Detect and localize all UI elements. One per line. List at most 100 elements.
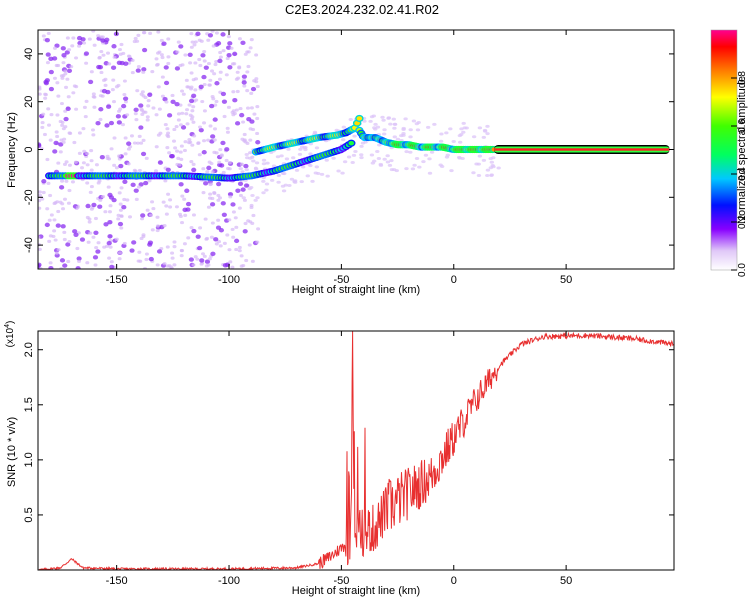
spectrogram-noise-cell bbox=[88, 190, 93, 194]
spectrogram-noise-cell bbox=[224, 147, 230, 152]
spectrogram-noise-cell bbox=[201, 167, 206, 171]
spectrogram-noise-cell bbox=[115, 114, 121, 119]
spectrogram-halo-cell bbox=[375, 125, 381, 129]
spectrogram-halo-cell bbox=[401, 132, 406, 136]
spectrogram-noise-cell bbox=[64, 85, 69, 89]
spectrogram-noise-cell bbox=[130, 182, 136, 188]
spectrogram-noise-cell bbox=[62, 162, 67, 167]
spectrogram-noise-cell bbox=[216, 218, 221, 222]
spectrogram-noise-cell bbox=[208, 78, 213, 82]
spectrogram-halo-cell bbox=[381, 118, 386, 122]
spectrogram-noise-cell bbox=[242, 229, 248, 234]
spectrogram-noise-cell bbox=[216, 198, 221, 202]
spectrogram-noise-cell bbox=[92, 43, 97, 47]
colorbar-ticks: 0.0 0.2 0.4 0.6 0.8 bbox=[731, 71, 748, 277]
spectrogram-noise-cell bbox=[208, 124, 213, 128]
spectrogram-halo-cell bbox=[331, 156, 336, 160]
spectrogram-noise-cell bbox=[66, 201, 71, 205]
spectrogram-noise-cell bbox=[234, 225, 239, 229]
spectrogram-halo-cell bbox=[350, 160, 355, 164]
spectrogram-noise-cell bbox=[191, 93, 197, 98]
spectrogram-noise-cell bbox=[237, 249, 242, 253]
spectrogram-noise-cell bbox=[55, 113, 60, 117]
spectrogram-noise-cell bbox=[65, 106, 71, 111]
spectrogram-noise-cell bbox=[168, 198, 173, 202]
spectrogram-noise-cell bbox=[72, 140, 77, 145]
spectrogram-noise-cell bbox=[176, 112, 181, 116]
spectrogram-noise-cell bbox=[41, 179, 47, 184]
spectrogram-noise-cell bbox=[255, 105, 260, 109]
spectrogram-halo-cell bbox=[287, 184, 292, 188]
spectrogram-noise-cell bbox=[103, 222, 109, 227]
ridge-high-cell bbox=[356, 116, 363, 121]
spectrogram-noise-cell bbox=[245, 70, 250, 74]
spectrogram-noise-cell bbox=[185, 85, 190, 89]
spectrogram-noise-cell bbox=[250, 259, 255, 263]
spectrogram-halo-cell bbox=[476, 173, 482, 177]
spectrogram-noise-cell bbox=[96, 34, 101, 38]
spectrogram-noise-cell bbox=[140, 112, 145, 116]
spectrogram-noise-cell bbox=[234, 121, 241, 126]
spectrogram-halo-cell bbox=[310, 179, 315, 183]
spectrogram-noise-cell bbox=[213, 237, 219, 242]
spectrogram-noise-cell bbox=[109, 260, 114, 264]
spectrogram-halo-cell bbox=[411, 119, 417, 123]
spectrogram-noise-cell bbox=[165, 245, 170, 249]
spectrogram-noise-cell bbox=[202, 139, 207, 143]
spectrogram-noise-cell bbox=[100, 38, 106, 43]
spectrogram-noise-cell bbox=[163, 65, 169, 70]
spectrogram-ytick-label: -20 bbox=[23, 189, 35, 205]
spectrogram-noise-cell bbox=[182, 242, 187, 246]
spectrogram-noise-cell bbox=[178, 182, 184, 187]
spectrogram-noise-cell bbox=[139, 107, 144, 111]
spectrogram-noise-cell bbox=[227, 218, 232, 222]
spectrogram-noise-cell bbox=[195, 257, 200, 261]
spectrogram-noise-cell bbox=[206, 165, 212, 171]
spectrogram-noise-cell bbox=[222, 241, 227, 245]
spectrogram-noise-cell bbox=[192, 134, 197, 138]
spectrogram-noise-cell bbox=[138, 182, 144, 187]
snr-xtick-label: -100 bbox=[218, 575, 240, 587]
spectrogram-noise-cell bbox=[192, 43, 197, 47]
spectrogram-noise-cell bbox=[182, 148, 187, 153]
spectrogram-noise-cell bbox=[186, 236, 191, 240]
spectrogram-halo-cell bbox=[382, 128, 387, 132]
spectrogram-noise-cell bbox=[92, 95, 97, 99]
spectrogram-noise-cell bbox=[191, 228, 197, 234]
colorbar: 0.0 0.2 0.4 0.6 0.8 Normalized spectral ampl… bbox=[710, 29, 748, 277]
spectrogram-noise-cell bbox=[38, 193, 43, 197]
spectrogram-noise-cell bbox=[240, 170, 245, 174]
spectrogram-noise-cell bbox=[203, 65, 209, 70]
spectrogram-halo-cell bbox=[261, 179, 266, 183]
spectrogram-noise-cell bbox=[234, 77, 239, 81]
spectrogram-noise-cell bbox=[228, 195, 233, 199]
spectrogram-noise-cell bbox=[237, 245, 242, 250]
spectrogram-halo-cell bbox=[389, 159, 394, 163]
spectrogram-noise-cell bbox=[231, 109, 236, 113]
spectrogram-noise-cell bbox=[248, 127, 253, 131]
spectrogram-noise-cell bbox=[256, 227, 261, 231]
spectrogram-halo-cell bbox=[408, 150, 413, 154]
spectrogram-noise-cell bbox=[61, 207, 66, 211]
spectrogram-noise-cell bbox=[161, 200, 166, 204]
snr-ytick-label: 0.5 bbox=[23, 507, 35, 522]
spectrogram-noise-cell bbox=[59, 258, 66, 263]
spectrogram-noise-cell bbox=[180, 220, 185, 225]
spectrogram-noise-cell bbox=[133, 188, 139, 193]
spectrogram-noise-cell bbox=[89, 168, 94, 172]
spectrogram-noise-cell bbox=[38, 143, 42, 149]
spectrogram-noise-cell bbox=[189, 45, 194, 49]
spectrogram-noise-cell bbox=[254, 53, 259, 57]
spectrogram-noise-cell bbox=[97, 55, 102, 60]
spectrogram-noise-cell bbox=[205, 170, 210, 174]
spectrogram-noise-cell bbox=[112, 55, 117, 59]
spectrogram-noise-cell bbox=[93, 216, 98, 221]
spectrogram-noise-cell bbox=[123, 152, 128, 156]
spectrogram-noise-cell bbox=[123, 61, 129, 66]
colorbar-tick-label: 0.6 bbox=[737, 119, 748, 133]
spectrogram-noise-cell bbox=[178, 150, 183, 154]
spectrogram-noise-cell bbox=[56, 63, 61, 68]
spectrogram-noise-cell bbox=[63, 116, 69, 122]
spectrogram-noise-cell bbox=[191, 213, 196, 217]
spectrogram-noise-cell bbox=[200, 252, 205, 256]
